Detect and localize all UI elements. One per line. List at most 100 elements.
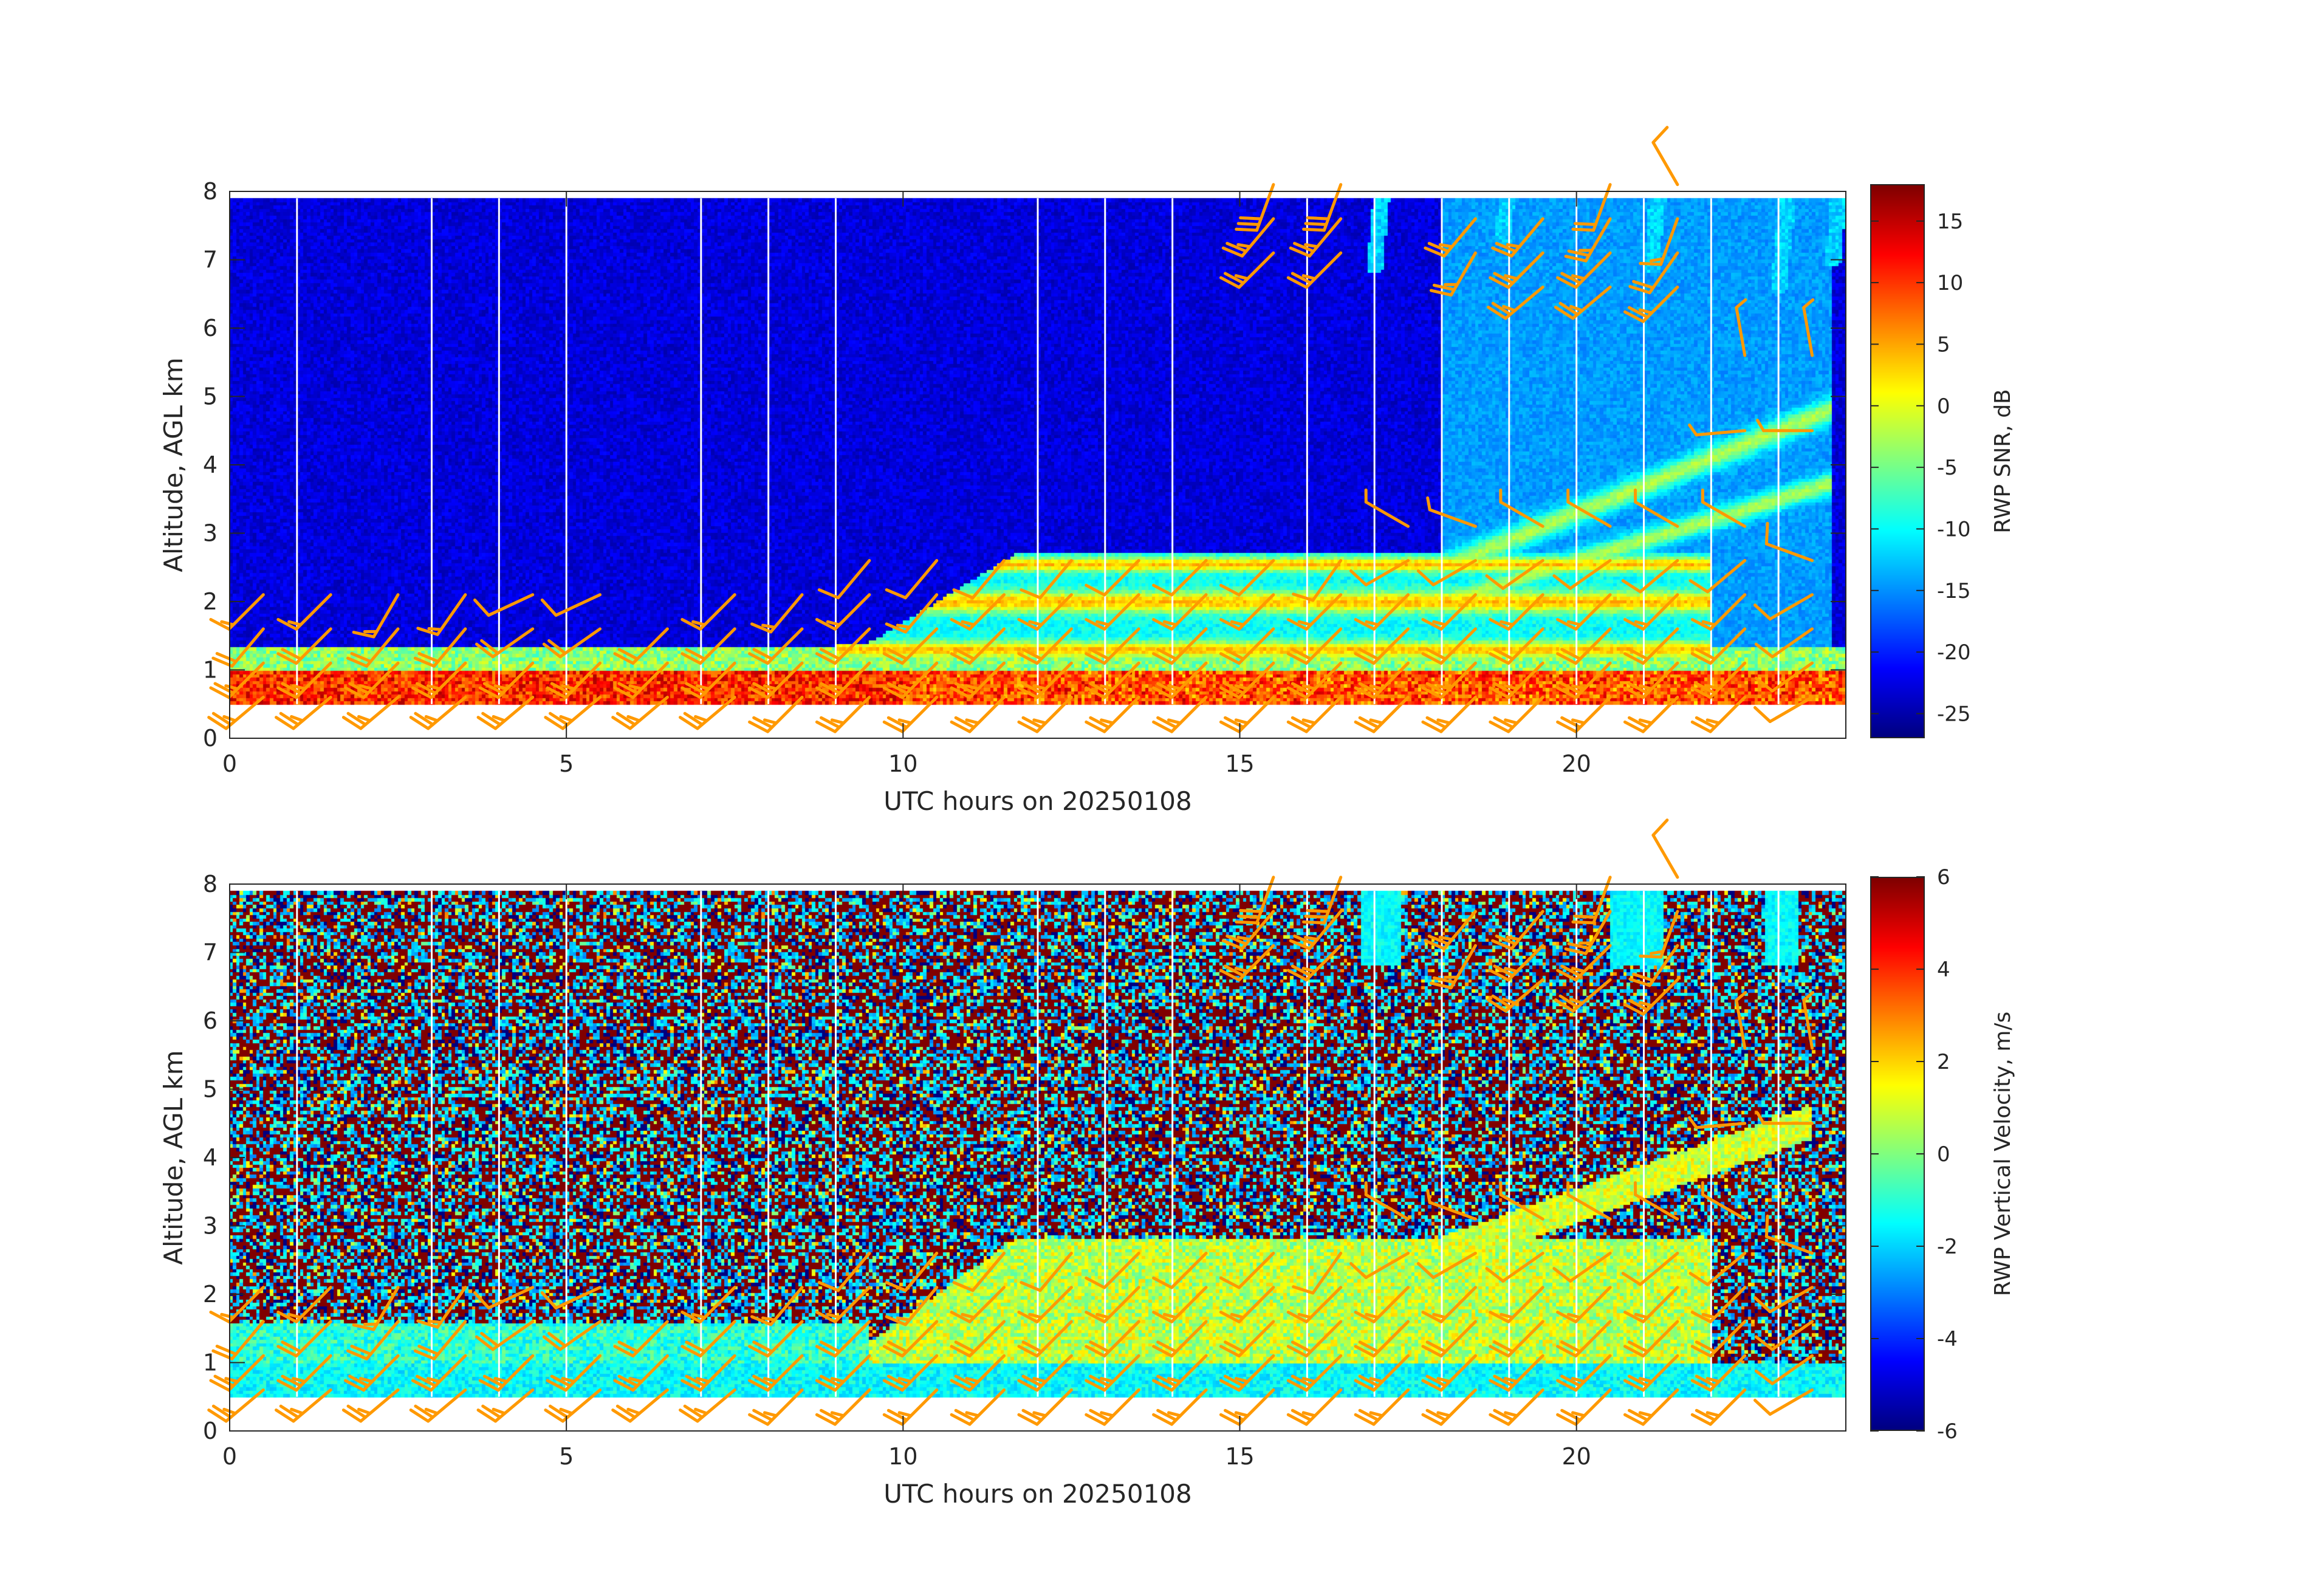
wind-barb xyxy=(1688,1252,1747,1286)
wind-barb xyxy=(478,661,535,699)
wind-barb xyxy=(1554,286,1612,320)
wind-barb xyxy=(473,1286,535,1310)
wind-barb xyxy=(1354,696,1410,733)
wind-barb xyxy=(1688,559,1747,594)
wind-barb xyxy=(1639,910,1679,959)
wind-barb xyxy=(1421,696,1477,733)
wind-barb xyxy=(882,661,939,699)
wind-barb xyxy=(341,1388,400,1423)
wind-barb xyxy=(1421,627,1477,665)
wind-barb xyxy=(1489,1354,1544,1392)
wind-barb xyxy=(1219,1252,1275,1289)
wind-barb xyxy=(952,559,1006,600)
wind-barb xyxy=(1628,251,1679,295)
wind-barb xyxy=(815,1286,871,1323)
wind-barb xyxy=(1289,910,1343,950)
wind-barb xyxy=(276,1320,332,1358)
wind-barb xyxy=(1753,696,1814,723)
wind-barb xyxy=(882,696,939,733)
wind-barb xyxy=(882,627,939,665)
wind-barb xyxy=(1556,251,1612,289)
wind-barb xyxy=(275,1388,332,1423)
wind-barb xyxy=(207,1388,265,1423)
wind-barb xyxy=(1690,661,1747,699)
colorbar-tick-label: 5 xyxy=(1937,332,1950,357)
wind-barb xyxy=(1753,1388,1814,1416)
x-tick-label: 5 xyxy=(559,1443,574,1470)
wind-barb xyxy=(276,627,332,665)
wind-barb xyxy=(1485,559,1544,590)
y-tick-label: 6 xyxy=(203,1007,218,1034)
wind-barb xyxy=(1292,1252,1343,1295)
wind-barb xyxy=(1152,1320,1208,1358)
wind-barb xyxy=(885,1252,939,1292)
wind-barb xyxy=(1651,818,1679,879)
wind-barb xyxy=(1426,496,1477,528)
wind-barb xyxy=(1219,627,1275,665)
wind-barb xyxy=(1219,1354,1275,1392)
wind-barb xyxy=(1219,1388,1275,1426)
wind-barb xyxy=(1556,661,1612,699)
wind-barb xyxy=(613,627,669,665)
y-tick-label: 1 xyxy=(203,657,218,684)
wind-barb xyxy=(950,1320,1006,1358)
wind-barb xyxy=(1489,661,1544,699)
wind-barb xyxy=(1556,944,1612,982)
wind-barb xyxy=(546,1354,602,1392)
wind-barb xyxy=(344,661,400,699)
wind-barb xyxy=(1690,696,1747,733)
wind-barb xyxy=(1554,978,1612,1013)
wind-barb xyxy=(950,696,1006,733)
y-tick-label: 0 xyxy=(203,725,218,752)
colorbar-tick-label: 10 xyxy=(1937,271,1963,295)
wind-barb xyxy=(1219,1320,1275,1358)
wind-barb xyxy=(750,593,804,634)
wind-barb xyxy=(1302,876,1343,925)
wind-barb xyxy=(352,593,400,639)
wind-barb xyxy=(882,1354,939,1392)
wind-barb xyxy=(1085,661,1140,699)
wind-barb xyxy=(679,1388,736,1423)
wind-barb xyxy=(1690,1388,1747,1426)
wind-barb xyxy=(540,593,602,617)
wind-barb xyxy=(1364,488,1410,528)
wind-barb xyxy=(882,1388,939,1426)
wind-barb xyxy=(1564,910,1612,955)
x-axis-label: UTC hours on 20250108 xyxy=(883,786,1192,816)
wind-barb xyxy=(950,661,1006,699)
wind-barb xyxy=(613,1354,669,1392)
wind-barb xyxy=(1688,424,1747,437)
wind-barb xyxy=(1235,183,1275,232)
wind-barb xyxy=(1754,1320,1814,1351)
wind-barb xyxy=(1566,488,1612,528)
wind-barb xyxy=(1421,1286,1477,1323)
wind-barb xyxy=(1621,559,1679,594)
wind-barb xyxy=(1499,1181,1544,1221)
x-tick-label: 10 xyxy=(888,750,917,777)
wind-barb xyxy=(352,1286,400,1331)
wind-barb xyxy=(1623,1354,1679,1392)
wind-barb xyxy=(815,1320,871,1358)
wind-barb xyxy=(1152,627,1208,665)
wind-barb xyxy=(544,696,602,730)
y-tick-label: 8 xyxy=(203,178,218,205)
wind-barb xyxy=(1286,1388,1343,1426)
wind-barb xyxy=(680,593,736,631)
wind-barb xyxy=(1489,1286,1544,1323)
colorbar-label: RWP SNR, dB xyxy=(1990,389,2015,533)
wind-barb xyxy=(542,627,602,659)
wind-barb xyxy=(950,1354,1006,1392)
snr-axes: 0 5 10 15 20 0 1 2 3 4 5 6 7 8 UTC hours on 20250108 Al… xyxy=(159,126,2015,816)
wind-barb xyxy=(409,696,467,730)
wind-barb xyxy=(1219,559,1275,597)
wind-barb xyxy=(1421,1320,1477,1358)
wind-barb xyxy=(679,696,736,730)
wind-barb xyxy=(346,1320,400,1360)
wind-barb xyxy=(950,1388,1006,1426)
wind-barb xyxy=(1219,661,1275,699)
wind-barb xyxy=(209,1354,265,1392)
wind-barb xyxy=(1219,944,1275,982)
wind-barb xyxy=(1354,593,1410,631)
y-tick-label: 3 xyxy=(203,1213,218,1240)
